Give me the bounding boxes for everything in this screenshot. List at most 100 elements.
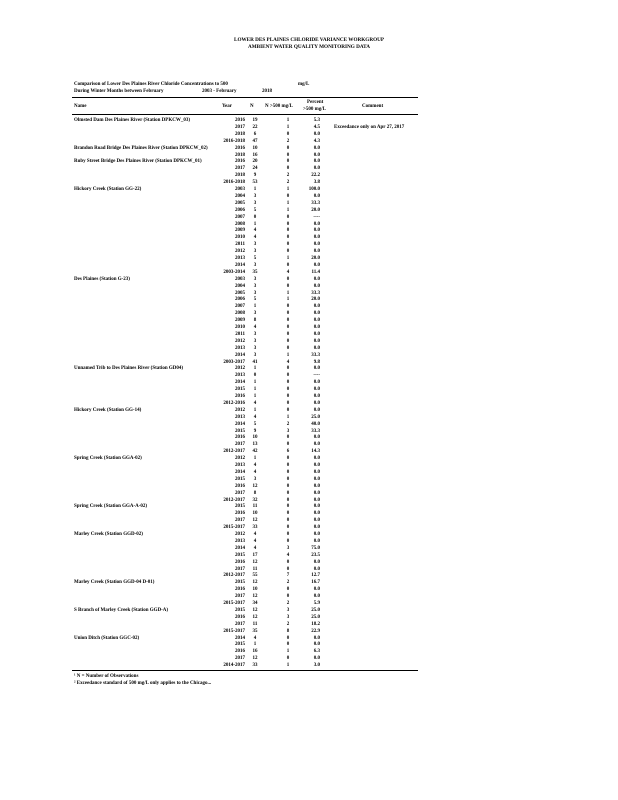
n-exceed-cell: 0 bbox=[286, 504, 290, 510]
n-cell: 0 bbox=[253, 214, 257, 220]
percent-cell: ---- bbox=[313, 214, 320, 220]
percent-cell: 0.0 bbox=[313, 559, 320, 565]
year-cell: 2005 bbox=[235, 290, 245, 296]
percent-cell: 0.0 bbox=[313, 338, 320, 344]
percent-cell: 0.0 bbox=[313, 159, 320, 165]
year-cell: 2015 bbox=[235, 642, 245, 648]
n-exceed-cell: 0 bbox=[286, 442, 290, 448]
n-exceed-cell: 0 bbox=[286, 407, 290, 413]
n-cell: 3 bbox=[253, 242, 257, 248]
year-cell: 2014 bbox=[235, 262, 245, 268]
n-cell: 3 bbox=[253, 276, 257, 282]
year-cell: 2004 bbox=[235, 193, 245, 199]
n-exceed-cell: 0 bbox=[286, 228, 290, 234]
footnote-1: ¹ N = Number of Observations bbox=[74, 674, 139, 679]
percent-cell: 16.7 bbox=[311, 580, 320, 586]
percent-cell: 0.0 bbox=[313, 387, 320, 393]
percent-cell: 33.3 bbox=[311, 290, 320, 296]
year-cell: 2014 bbox=[235, 635, 245, 641]
year-cell: 2007 bbox=[235, 304, 245, 310]
year-cell: 2013 bbox=[235, 373, 245, 379]
n-exceed-cell: 2 bbox=[286, 180, 290, 186]
n-exceed-cell: 0 bbox=[286, 642, 290, 648]
n-exceed-cell: 0 bbox=[286, 276, 290, 282]
percent-cell: 0.0 bbox=[313, 394, 320, 399]
col-percent: Percent bbox=[307, 100, 324, 105]
col-n: N bbox=[250, 104, 254, 109]
n-exceed-cell: 1 bbox=[286, 352, 290, 358]
year-cell: 2014 bbox=[235, 380, 245, 386]
n-exceed-cell: 1 bbox=[286, 200, 290, 206]
percent-cell: 22.2 bbox=[311, 173, 320, 179]
n-cell: 12 bbox=[252, 594, 258, 600]
n-exceed-cell: 0 bbox=[286, 387, 290, 393]
station-name: Ruby Street Bridge Des Plaines River (St… bbox=[74, 159, 202, 165]
year-cell: 2018 bbox=[235, 131, 245, 137]
comparison-heading: Comparison of Lower Des Plaines River Ch… bbox=[74, 82, 228, 87]
n-cell: 4 bbox=[253, 228, 257, 234]
percent-cell: 9.8 bbox=[313, 359, 320, 365]
n-cell: 9 bbox=[253, 428, 257, 434]
n-exceed-cell: 0 bbox=[286, 311, 290, 317]
n-cell: 4 bbox=[253, 400, 257, 406]
n-cell: 17 bbox=[252, 552, 258, 558]
percent-cell: 0.0 bbox=[313, 152, 320, 158]
n-cell: 4 bbox=[253, 414, 257, 420]
n-cell: 33 bbox=[252, 663, 258, 669]
station-name: Union Ditch (Station GGC-02) bbox=[74, 635, 140, 641]
year-cell: 2015 bbox=[235, 580, 245, 586]
n-exceed-cell: 0 bbox=[286, 497, 290, 503]
percent-cell: 0.0 bbox=[313, 325, 320, 330]
year-cell: 2015-2017 bbox=[223, 628, 245, 634]
percent-cell: 40.0 bbox=[311, 421, 320, 427]
n-exceed-cell: 2 bbox=[286, 421, 290, 427]
n-exceed-cell: 0 bbox=[286, 511, 290, 517]
year-cell: 2009 bbox=[235, 318, 245, 324]
col-comment: Comment bbox=[362, 104, 384, 109]
percent-cell: 0.0 bbox=[313, 656, 320, 662]
n-cell: 12 bbox=[252, 483, 258, 489]
percent-cell: 14.3 bbox=[311, 449, 320, 455]
percent-cell: 0.0 bbox=[313, 304, 320, 310]
n-exceed-cell: 7 bbox=[286, 573, 290, 579]
percent-cell: 23.5 bbox=[311, 552, 320, 558]
year-cell: 2015 bbox=[235, 387, 245, 393]
percent-cell: 33.3 bbox=[311, 428, 320, 434]
year-cell: 2016 bbox=[235, 559, 245, 565]
year-cell: 2014 bbox=[235, 421, 245, 427]
n-exceed-cell: 0 bbox=[286, 325, 290, 330]
n-cell: 55 bbox=[252, 573, 258, 579]
percent-cell: 0.0 bbox=[313, 538, 320, 544]
percent-cell: 0.0 bbox=[313, 407, 320, 413]
year-cell: 2017 bbox=[235, 166, 245, 172]
station-name: Spring Creek (Station GGA-02) bbox=[74, 456, 142, 462]
n-exceed-cell: 0 bbox=[286, 331, 290, 337]
percent-cell: 20.0 bbox=[311, 256, 320, 261]
n-exceed-cell: 0 bbox=[286, 345, 290, 351]
percent-cell: 0.0 bbox=[313, 221, 320, 227]
station-name: S Branch of Marley Creek (Station GGD-A) bbox=[74, 607, 169, 613]
year-cell: 2013 bbox=[235, 345, 245, 351]
n-cell: 1 bbox=[253, 394, 257, 399]
year-cell: 2014 bbox=[235, 469, 245, 475]
percent-cell: 0.0 bbox=[313, 235, 320, 241]
n-exceed-cell: 0 bbox=[286, 166, 290, 172]
year-cell: 2011 bbox=[235, 242, 245, 248]
percent-cell: 0.0 bbox=[313, 318, 320, 324]
year-cell: 2016 bbox=[235, 614, 245, 620]
percent-cell: 4.3 bbox=[313, 138, 320, 144]
year-cell: 2012-2017 bbox=[223, 573, 245, 579]
n-exceed-cell: 0 bbox=[286, 656, 290, 662]
percent-cell: 0.0 bbox=[313, 463, 320, 468]
year-cell: 2018 bbox=[235, 152, 245, 158]
year-cell: 2008 bbox=[235, 221, 245, 227]
period-start: 2003 - February bbox=[202, 89, 237, 94]
year-cell: 2012 bbox=[235, 338, 245, 344]
n-exceed-cell: 0 bbox=[286, 373, 290, 379]
n-exceed-cell: 3 bbox=[286, 607, 290, 613]
n-exceed-cell: 0 bbox=[286, 304, 290, 310]
percent-cell: 0.0 bbox=[313, 366, 320, 372]
percent-cell: 20.0 bbox=[311, 207, 320, 213]
n-cell: 4 bbox=[253, 235, 257, 241]
percent-cell: 0.0 bbox=[313, 283, 320, 289]
